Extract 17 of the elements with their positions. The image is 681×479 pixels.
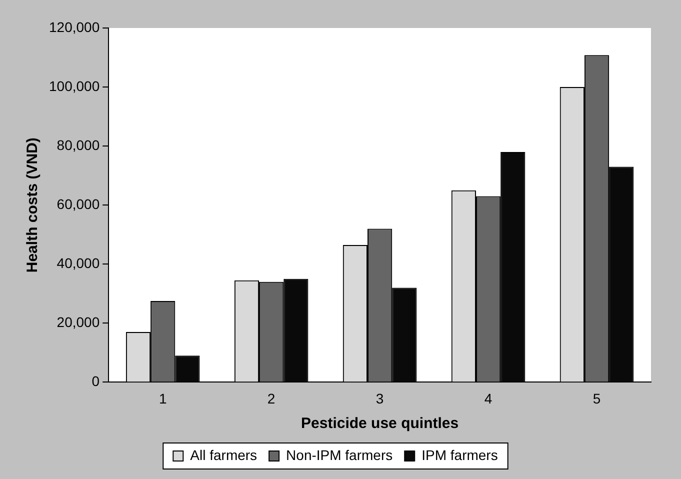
- x-tick-label: 1: [158, 390, 167, 406]
- x-tick-label: 5: [592, 390, 601, 406]
- x-axis-title: Pesticide use quintles: [301, 415, 459, 432]
- y-tick-label: 0: [92, 373, 100, 390]
- legend-label: IPM farmers: [422, 446, 498, 463]
- y-tick-label: 40,000: [56, 254, 100, 271]
- y-axis-title: Health costs (VND): [24, 138, 42, 273]
- x-tick-label: 4: [484, 390, 492, 406]
- x-tick-label: 2: [267, 390, 276, 406]
- y-tick-label: 100,000: [48, 78, 100, 94]
- x-tick-label: 3: [376, 390, 384, 406]
- legend-label: All farmers: [190, 446, 258, 463]
- legend-label: Non-IPM farmers: [286, 446, 393, 463]
- y-tick-label: 20,000: [56, 314, 100, 330]
- y-tick-label: 120,000: [48, 18, 100, 35]
- y-tick-label: 60,000: [56, 196, 100, 212]
- y-tick-label: 80,000: [56, 136, 100, 153]
